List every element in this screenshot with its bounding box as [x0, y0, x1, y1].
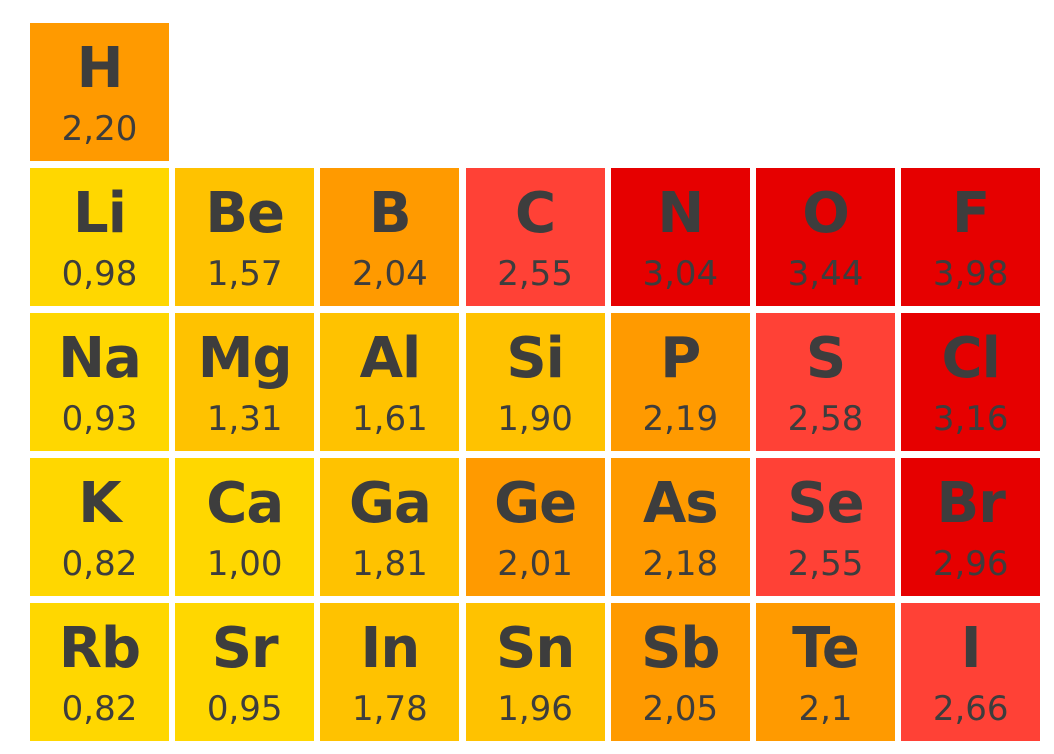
element-symbol: Ga: [349, 471, 432, 536]
element-symbol: K: [78, 471, 121, 536]
element-symbol: Al: [359, 326, 422, 391]
element-tile: In 1,78: [320, 603, 460, 741]
element-tile: Rb 0,82: [30, 603, 169, 741]
element-tile: Li 0,98: [30, 168, 169, 306]
element-tile: C 2,55: [465, 168, 605, 306]
electronegativity: 0,82: [61, 544, 138, 584]
electronegativity: 2,01: [497, 544, 573, 584]
element-tile: F 3,98: [901, 168, 1041, 306]
electronegativity: 1,31: [206, 399, 283, 439]
element-tile: Ca 1,00: [175, 458, 315, 596]
element-symbol: B: [369, 181, 412, 246]
element-symbol: In: [360, 616, 421, 681]
element-tile: Al 1,61: [320, 313, 460, 451]
electronegativity: 2,05: [642, 689, 719, 729]
element-tile: Mg 1,31: [175, 313, 315, 451]
element-tile: As 2,18: [610, 458, 750, 596]
element-symbol: C: [515, 181, 556, 246]
element-tile: Cl 3,16: [901, 313, 1041, 451]
electronegativity: 0,93: [61, 399, 138, 439]
electronegativity: 2,19: [642, 399, 719, 439]
element-symbol: F: [952, 181, 990, 246]
electronegativity: 2,66: [932, 689, 1009, 729]
electronegativity: 2,18: [642, 544, 719, 584]
electronegativity: 1,81: [352, 544, 428, 584]
element-symbol: P: [660, 326, 701, 391]
electronegativity: 1,78: [352, 689, 428, 729]
element-tile: Sr 0,95: [175, 603, 315, 741]
electronegativity: 2,96: [932, 544, 1009, 584]
element-tile: K 0,82: [30, 458, 169, 596]
element-symbol: Se: [787, 471, 864, 536]
electronegativity: 3,04: [642, 254, 719, 294]
element-symbol: Sn: [495, 616, 575, 681]
electronegativity: 2,20: [61, 109, 138, 149]
element-tile: O 3,44: [756, 168, 895, 306]
element-symbol: Na: [58, 326, 142, 391]
element-symbol: Sb: [641, 616, 720, 681]
electronegativity: 0,82: [61, 689, 138, 729]
element-symbol: Mg: [197, 326, 293, 391]
electronegativity: 3,44: [787, 254, 864, 294]
element-symbol: Rb: [58, 616, 141, 681]
electronegativity: 3,98: [932, 254, 1009, 294]
element-symbol: Li: [73, 181, 127, 246]
electronegativity: 2,55: [497, 254, 573, 294]
electronegativity: 1,90: [497, 399, 573, 439]
element-symbol: O: [802, 181, 850, 246]
element-tile: H 2,20: [30, 23, 169, 161]
electronegativity: 0,95: [206, 689, 283, 729]
element-tile: Br 2,96: [901, 458, 1041, 596]
element-tile: Sb 2,05: [610, 603, 750, 741]
element-symbol: N: [657, 181, 704, 246]
electronegativity: 3,16: [932, 399, 1009, 439]
element-tile: Na 0,93: [30, 313, 169, 451]
element-tile: I 2,66: [901, 603, 1041, 741]
element-tile: Ge 2,01: [465, 458, 605, 596]
electronegativity: 0,98: [61, 254, 138, 294]
electronegativity: 1,57: [206, 254, 283, 294]
element-tile: P 2,19: [610, 313, 750, 451]
electronegativity: 1,00: [206, 544, 283, 584]
element-tile: S 2,58: [756, 313, 895, 451]
element-symbol: I: [960, 616, 982, 681]
element-symbol: Sr: [211, 616, 279, 681]
element-symbol: As: [642, 471, 719, 536]
element-tile: Si 1,90: [465, 313, 605, 451]
element-tile: Sn 1,96: [465, 603, 605, 741]
element-symbol: Ge: [494, 471, 577, 536]
element-tile: Ga 1,81: [320, 458, 460, 596]
electronegativity: 2,58: [787, 399, 864, 439]
element-tile: B 2,04: [320, 168, 460, 306]
element-symbol: Te: [792, 616, 860, 681]
element-symbol: Si: [506, 326, 565, 391]
element-symbol: Cl: [941, 326, 1001, 391]
element-tile: Be 1,57: [175, 168, 315, 306]
element-tile: N 3,04: [610, 168, 750, 306]
electronegativity: 2,1: [798, 689, 853, 729]
electronegativity: 2,04: [352, 254, 428, 294]
element-tile: Se 2,55: [756, 458, 895, 596]
electronegativity: 2,55: [787, 544, 864, 584]
element-symbol: Ca: [206, 471, 284, 536]
element-symbol: Be: [205, 181, 285, 246]
electronegativity: 1,96: [497, 689, 573, 729]
element-symbol: S: [805, 326, 846, 391]
element-symbol: H: [76, 36, 124, 101]
electronegativity: 1,61: [352, 399, 428, 439]
element-tile: Te 2,1: [756, 603, 895, 741]
element-symbol: Br: [936, 471, 1006, 536]
